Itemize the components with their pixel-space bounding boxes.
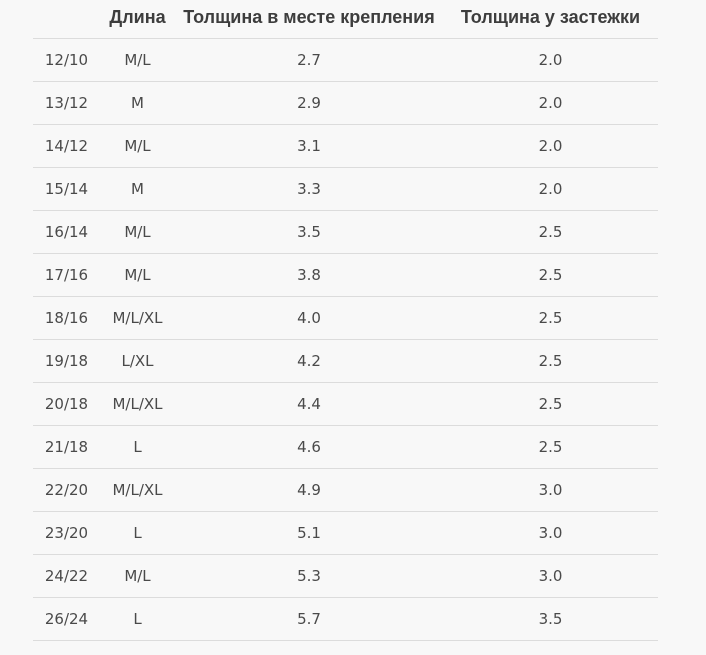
cell-clasp-thickness: 2.5 [443,425,658,469]
cell-size-code: 18/16 [33,296,100,340]
cell-clasp-thickness: 2.0 [443,124,658,168]
cell-size-code: 16/14 [33,210,100,254]
table-row: 13/12 M 2.9 2.0 [33,81,658,125]
cell-clasp-thickness: 3.0 [443,511,658,555]
table-row: 19/18 L/XL 4.2 2.5 [33,339,658,383]
cell-length: M/L/XL [100,382,175,426]
table-row: 24/22 M/L 5.3 3.0 [33,554,658,598]
cell-size-code: 26/24 [33,597,100,641]
cell-clasp-thickness: 2.0 [443,38,658,82]
column-header-length: Длина [100,0,175,39]
cell-mount-thickness: 5.3 [175,554,443,598]
cell-length: L [100,425,175,469]
size-table-header: Длина Толщина в месте крепления Толщина у … [33,0,658,39]
cell-mount-thickness: 3.5 [175,210,443,254]
cell-length: M [100,167,175,211]
table-row: 21/18 L 4.6 2.5 [33,425,658,469]
column-header-clasp-thickness: Толщина у застежки [443,0,658,39]
cell-mount-thickness: 4.0 [175,296,443,340]
cell-clasp-thickness: 2.0 [443,167,658,211]
cell-size-code: 21/18 [33,425,100,469]
cell-length: L [100,597,175,641]
table-row: 17/16 M/L 3.8 2.5 [33,253,658,297]
cell-clasp-thickness: 2.5 [443,253,658,297]
table-row: 15/14 M 3.3 2.0 [33,167,658,211]
size-table-body: 12/10 M/L 2.7 2.0 13/12 M 2.9 2.0 14/12 M/L 3.1 2.0… [33,38,658,641]
cell-mount-thickness: 3.3 [175,167,443,211]
cell-mount-thickness: 4.9 [175,468,443,512]
cell-clasp-thickness: 2.0 [443,81,658,125]
cell-length: L/XL [100,339,175,383]
cell-length: M/L [100,124,175,168]
cell-size-code: 15/14 [33,167,100,211]
table-row: 26/24 L 5.7 3.5 [33,597,658,641]
cell-mount-thickness: 4.6 [175,425,443,469]
table-row: 16/14 M/L 3.5 2.5 [33,210,658,254]
column-header-blank [33,0,100,39]
cell-size-code: 12/10 [33,38,100,82]
cell-length: M [100,81,175,125]
cell-length: M/L/XL [100,468,175,512]
cell-mount-thickness: 5.1 [175,511,443,555]
cell-mount-thickness: 4.4 [175,382,443,426]
cell-size-code: 17/16 [33,253,100,297]
cell-mount-thickness: 3.1 [175,124,443,168]
cell-mount-thickness: 2.9 [175,81,443,125]
cell-clasp-thickness: 2.5 [443,296,658,340]
column-header-mount-thickness: Толщина в месте крепления [175,0,443,39]
cell-length: M/L [100,38,175,82]
table-row: 18/16 M/L/XL 4.0 2.5 [33,296,658,340]
cell-length: M/L [100,554,175,598]
cell-clasp-thickness: 2.5 [443,339,658,383]
cell-length: M/L [100,210,175,254]
cell-size-code: 23/20 [33,511,100,555]
size-chart-table: Длина Толщина в месте крепления Толщина у … [33,0,658,641]
table-row: 14/12 M/L 3.1 2.0 [33,124,658,168]
cell-size-code: 13/12 [33,81,100,125]
cell-size-code: 14/12 [33,124,100,168]
cell-mount-thickness: 5.7 [175,597,443,641]
table-row: 12/10 M/L 2.7 2.0 [33,38,658,82]
cell-size-code: 20/18 [33,382,100,426]
cell-size-code: 22/20 [33,468,100,512]
cell-length: M/L [100,253,175,297]
cell-length: M/L/XL [100,296,175,340]
cell-clasp-thickness: 2.5 [443,382,658,426]
table-row: 20/18 M/L/XL 4.4 2.5 [33,382,658,426]
cell-mount-thickness: 4.2 [175,339,443,383]
table-row: 23/20 L 5.1 3.0 [33,511,658,555]
cell-clasp-thickness: 2.5 [443,210,658,254]
cell-clasp-thickness: 3.5 [443,597,658,641]
cell-clasp-thickness: 3.0 [443,468,658,512]
cell-mount-thickness: 2.7 [175,38,443,82]
cell-length: L [100,511,175,555]
header-row: Длина Толщина в месте крепления Толщина у … [33,0,658,39]
cell-clasp-thickness: 3.0 [443,554,658,598]
cell-size-code: 24/22 [33,554,100,598]
cell-size-code: 19/18 [33,339,100,383]
table-row: 22/20 M/L/XL 4.9 3.0 [33,468,658,512]
cell-mount-thickness: 3.8 [175,253,443,297]
